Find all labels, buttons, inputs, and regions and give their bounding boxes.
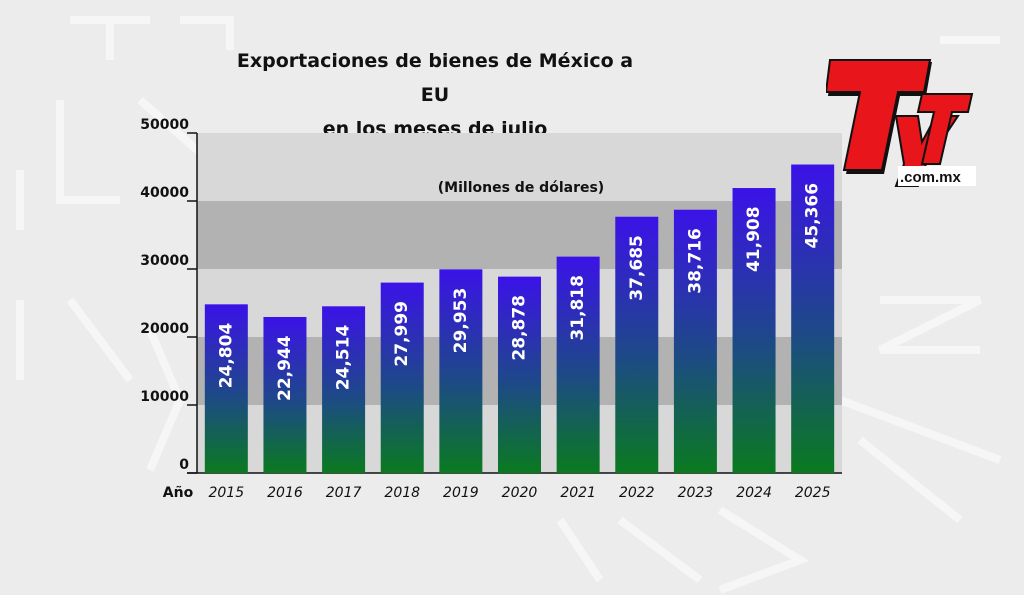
y-tick-label: 50000 [140, 117, 189, 133]
bar-value-label: 27,999 [392, 301, 412, 367]
bar [556, 256, 600, 473]
y-tick-label: 10000 [140, 389, 189, 405]
bar [263, 316, 307, 473]
x-tick-label: 2018 [384, 485, 420, 501]
bar [673, 209, 717, 473]
logo-domain: .com.mx [900, 169, 962, 186]
y-tick-label: 20000 [140, 321, 189, 337]
bar-value-label: 41,908 [744, 206, 764, 272]
x-tick-label: 2024 [736, 485, 772, 501]
bar-value-label: 22,944 [275, 335, 295, 401]
x-tick-label: 2025 [795, 485, 831, 501]
y-tick-label: 0 [179, 457, 189, 473]
title-line-1: Exportaciones de bienes de México a EU [236, 50, 634, 106]
bar-value-label: 28,878 [510, 295, 530, 361]
bar-value-label: 31,818 [568, 275, 588, 341]
unit-label: (Millones de dólares) [438, 180, 604, 196]
x-tick-label: 2020 [502, 485, 538, 501]
bar-value-label: 45,366 [803, 183, 823, 249]
x-tick-label: 2019 [443, 485, 479, 501]
x-tick-label: 2015 [208, 485, 244, 501]
y-tick-label: 40000 [140, 185, 189, 201]
bar [732, 188, 776, 473]
bar-value-label: 24,804 [216, 323, 236, 389]
y-tick-label: 30000 [140, 253, 189, 269]
bar-value-label: 37,685 [627, 235, 647, 301]
bar-value-label: 29,953 [451, 288, 471, 354]
bar [615, 216, 659, 473]
bar [791, 164, 835, 473]
bar [204, 304, 248, 473]
bar [498, 276, 541, 473]
tyt-logo: .com.mx [826, 59, 976, 187]
bar [380, 282, 424, 473]
bar-value-label: 24,514 [334, 325, 354, 391]
x-tick-label: 2023 [678, 485, 714, 501]
x-tick-label: 2016 [267, 485, 303, 501]
x-axis-label: Año [163, 485, 194, 501]
bar [439, 269, 483, 473]
bar-value-label: 38,716 [685, 228, 705, 294]
x-tick-label: 2017 [326, 485, 362, 501]
bar [322, 306, 366, 473]
x-tick-label: 2022 [619, 485, 655, 501]
x-tick-label: 2021 [560, 485, 596, 501]
